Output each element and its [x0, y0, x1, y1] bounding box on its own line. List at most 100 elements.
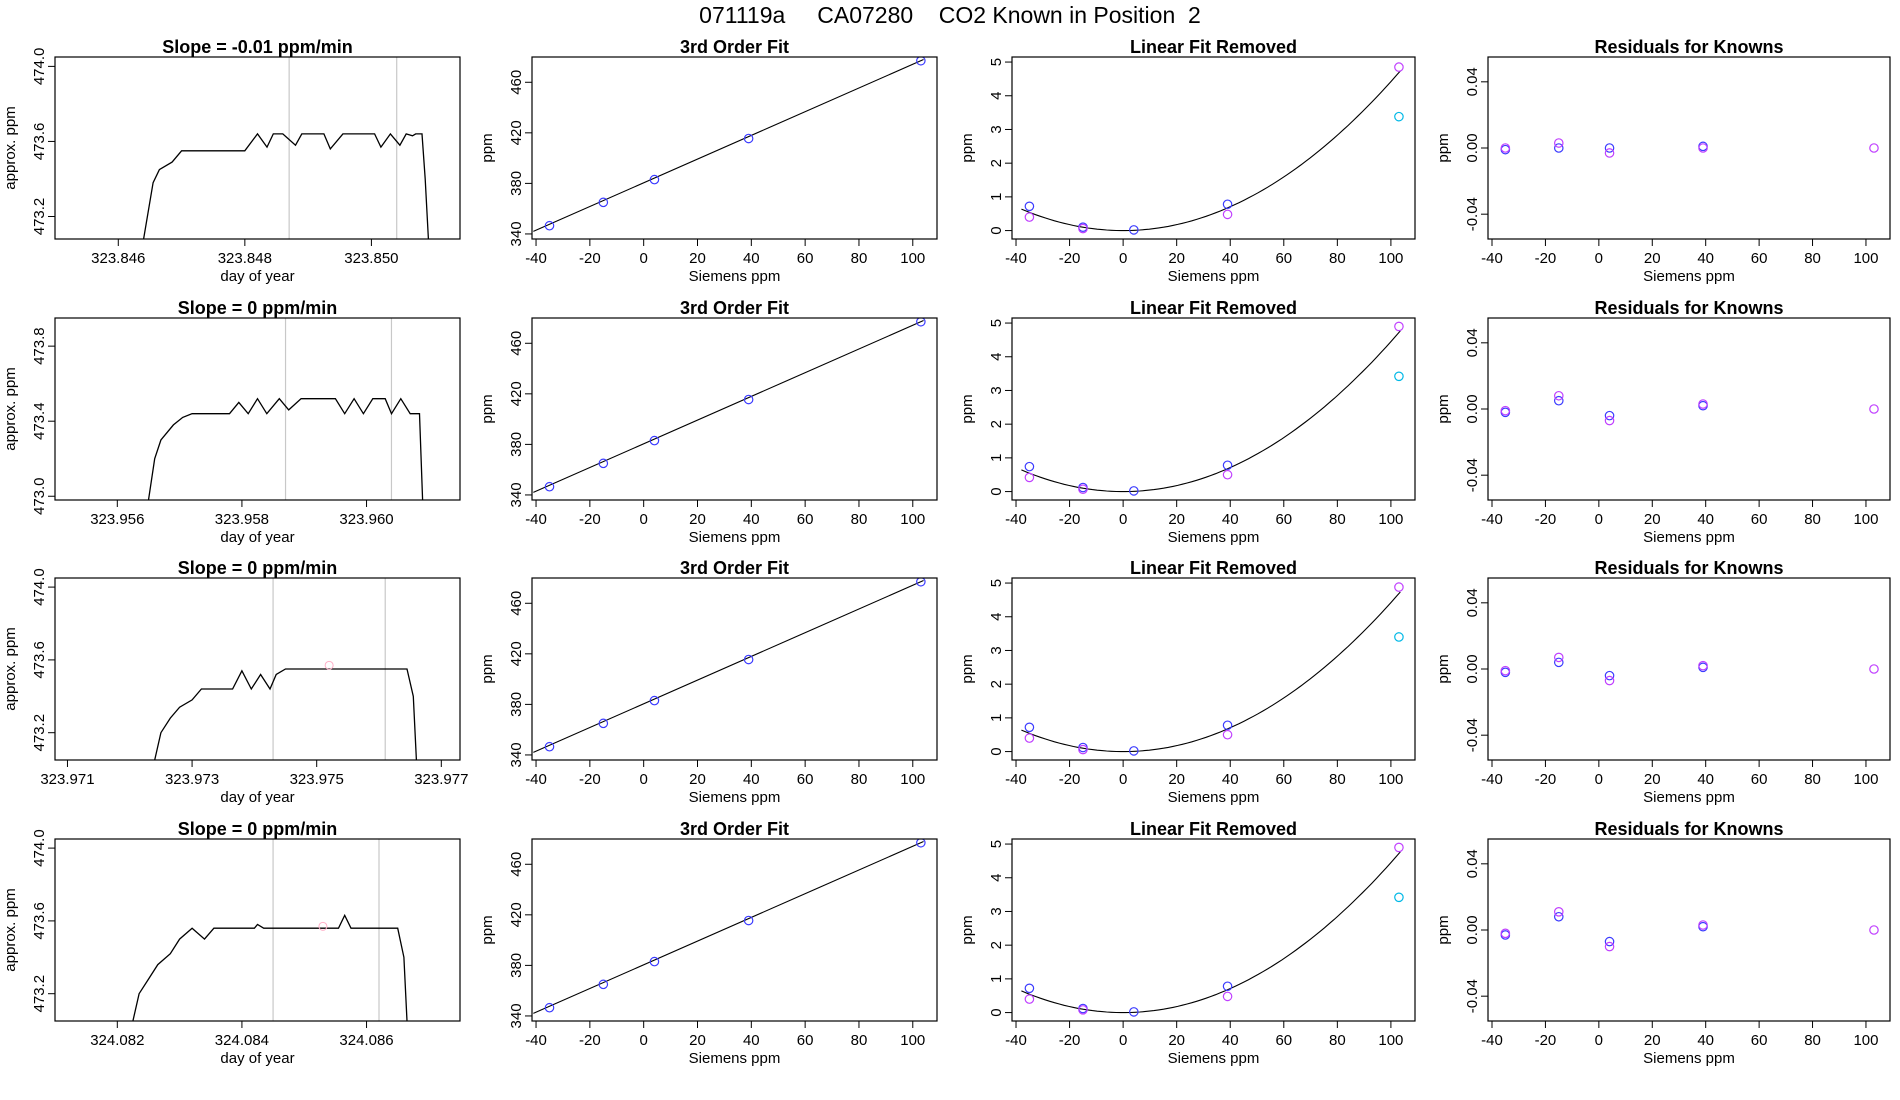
fit-curve: [1021, 591, 1401, 753]
x-tick-label: 0: [1595, 250, 1603, 267]
x-tick-label: 40: [1697, 771, 1714, 788]
y-tick-label: 0.00: [1464, 133, 1481, 162]
y-tick-label: 420: [508, 641, 525, 666]
y-axis-label: ppm: [959, 654, 976, 683]
series-line: [142, 132, 430, 239]
x-tick-label: -20: [579, 250, 601, 267]
panel-title: 3rd Order Fit: [680, 558, 789, 578]
x-tick-label: 323.850: [344, 250, 398, 267]
panel-title: Slope = 0 ppm/min: [178, 558, 338, 578]
x-tick-label: 20: [689, 511, 706, 528]
data-point: [1024, 201, 1035, 212]
x-tick-label: -20: [1535, 771, 1557, 788]
data-point: [1222, 209, 1233, 220]
y-axis-label: ppm: [959, 394, 976, 423]
x-tick-label: -40: [525, 511, 547, 528]
x-tick-label: 60: [1751, 511, 1768, 528]
panel-title: Slope = -0.01 ppm/min: [162, 37, 353, 57]
x-tick-label: -20: [1535, 511, 1557, 528]
x-tick-label: 20: [1644, 250, 1661, 267]
panel-title: 3rd Order Fit: [680, 37, 789, 57]
y-tick-label: 474.0: [31, 829, 48, 867]
y-tick-label: 2: [988, 159, 1005, 167]
y-tick-label: 0.04: [1464, 328, 1481, 357]
data-point: [1222, 729, 1233, 740]
data-point: [1024, 983, 1035, 994]
y-tick-label: 2: [988, 680, 1005, 688]
x-tick-label: -20: [579, 771, 601, 788]
x-tick-label: -20: [1059, 511, 1081, 528]
x-tick-label: -20: [1059, 771, 1081, 788]
y-tick-label: 460: [508, 70, 525, 95]
x-tick-label: 60: [797, 511, 814, 528]
data-point: [1869, 143, 1879, 153]
data-point: [598, 979, 609, 990]
series-line: [132, 913, 408, 1021]
y-axis-label: ppm: [479, 133, 496, 162]
x-axis-label: Siemens ppm: [1168, 789, 1260, 806]
data-point: [544, 220, 555, 231]
x-tick-label: 80: [1804, 250, 1821, 267]
y-tick-label: 473.6: [31, 902, 48, 940]
panel-title: Linear Fit Removed: [1130, 298, 1297, 318]
x-tick-label: 20: [689, 771, 706, 788]
y-tick-label: 3: [988, 646, 1005, 654]
panel-title: Linear Fit Removed: [1130, 819, 1297, 839]
x-tick-label: 100: [1853, 511, 1878, 528]
x-tick-label: 80: [1804, 771, 1821, 788]
y-axis-label: ppm: [479, 394, 496, 423]
x-tick-label: 20: [689, 1032, 706, 1049]
data-point: [1222, 460, 1233, 471]
y-axis-label: approx. ppm: [2, 627, 19, 710]
y-tick-label: 1: [988, 193, 1005, 201]
plot-frame: [1011, 56, 1416, 240]
data-point: [1553, 911, 1564, 922]
x-tick-label: -20: [579, 1032, 601, 1049]
y-tick-label: 0.00: [1464, 394, 1481, 423]
plot-frame: [531, 838, 938, 1022]
data-point: [1394, 842, 1404, 853]
y-tick-label: 5: [988, 840, 1005, 848]
x-tick-label: 60: [1751, 250, 1768, 267]
x-tick-label: 20: [1168, 771, 1185, 788]
y-tick-label: 5: [988, 579, 1005, 587]
x-tick-label: 60: [1275, 511, 1292, 528]
panel-r4c2: 3rd Order Fit -40 -20 0 20 40 60 80 100 340 380 420…: [479, 819, 938, 1067]
panel-r2c1: Slope = 0 ppm/min 323.956 323.958 323.960 47…: [2, 298, 461, 546]
panel-title: Residuals for Knowns: [1594, 37, 1783, 57]
data-point: [1394, 892, 1404, 903]
data-point: [1500, 143, 1511, 153]
x-axis-label: Siemens ppm: [1643, 1050, 1735, 1067]
x-tick-label: 323.975: [290, 771, 344, 788]
x-tick-label: 20: [1168, 250, 1185, 267]
x-axis-label: Siemens ppm: [1643, 789, 1735, 806]
panel-title: Slope = 0 ppm/min: [178, 298, 338, 318]
data-point: [1553, 657, 1564, 668]
fit-curve: [1021, 851, 1401, 1014]
data-point: [743, 915, 754, 926]
data-point: [1078, 1005, 1088, 1015]
panel-title: Residuals for Knowns: [1594, 558, 1783, 578]
fit-curve: [1021, 330, 1401, 493]
panel-title: Residuals for Knowns: [1594, 298, 1783, 318]
x-axis-label: Siemens ppm: [689, 529, 781, 546]
data-point: [1500, 928, 1511, 939]
panel-r4c1: Slope = 0 ppm/min 324.082 324.084 324.086 47…: [2, 819, 461, 1067]
x-tick-label: 40: [743, 511, 760, 528]
plot-frame: [1487, 577, 1891, 761]
x-tick-label: 0: [640, 250, 648, 267]
panel-r2c2: 3rd Order Fit -40 -20 0 20 40 60 80 100 340 380 420…: [479, 298, 938, 546]
y-tick-label: 340: [508, 742, 525, 767]
x-tick-label: 20: [1644, 511, 1661, 528]
panel-r3c4: Residuals for Knowns -40 -20 0 20 40 60 80 100 -0…: [1435, 558, 1891, 806]
x-tick-label: 60: [1751, 771, 1768, 788]
data-point: [1698, 660, 1708, 671]
x-tick-label: 60: [797, 250, 814, 267]
x-tick-label: -40: [1481, 250, 1503, 267]
y-tick-label: 473.2: [31, 975, 48, 1013]
y-tick-label: 473.6: [31, 641, 48, 679]
data-point: [1553, 138, 1564, 148]
y-tick-label: -0.04: [1464, 718, 1481, 752]
x-tick-label: 323.846: [91, 250, 145, 267]
data-point: [544, 741, 555, 752]
